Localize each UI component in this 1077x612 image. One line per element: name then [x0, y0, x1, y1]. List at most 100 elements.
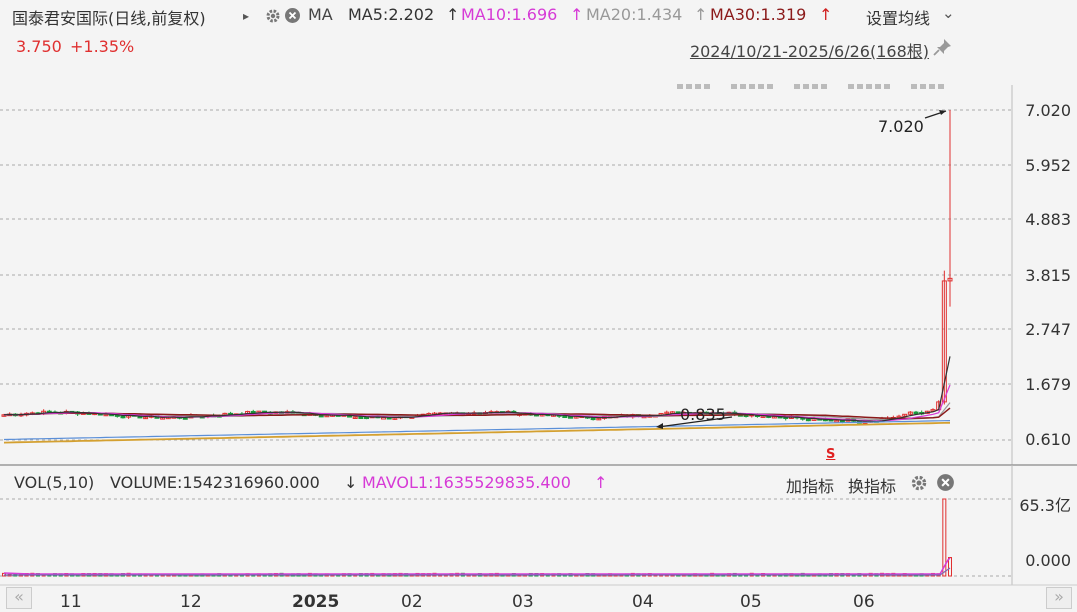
current-price: 3.750: [16, 37, 62, 56]
volume-arrow-icon: ↓: [344, 473, 358, 492]
gear-icon[interactable]: [264, 7, 282, 25]
ma10-value: MA10:1.696: [461, 5, 558, 24]
event-marker: [875, 84, 881, 89]
price-axis-label: 5.952: [1025, 156, 1071, 175]
price-axis-label: 2.747: [1025, 320, 1071, 339]
x-axis-label: 05: [740, 592, 762, 612]
close-icon[interactable]: [936, 473, 955, 492]
ma20-value: MA20:1.434: [586, 5, 683, 24]
event-marker: [821, 84, 827, 89]
low-arrowhead: [656, 423, 663, 429]
long-ma-line-gold: [3, 421, 951, 444]
candle-body: [352, 416, 358, 419]
event-marker: [929, 84, 935, 89]
event-marker: [938, 84, 944, 89]
ma30-value: MA30:1.319: [710, 5, 807, 24]
event-marker: [812, 84, 818, 89]
price-axis-label: 7.020: [1025, 101, 1071, 120]
candle-body: [562, 415, 568, 419]
ma30-line: [3, 407, 951, 420]
ma5-line: [3, 356, 951, 423]
event-marker: [911, 84, 917, 89]
event-marker: [731, 84, 737, 89]
event-marker: [695, 84, 701, 89]
event-marker: [686, 84, 692, 89]
candle-body: [902, 413, 908, 417]
high-arrowhead: [939, 110, 946, 115]
x-axis-label: 2025: [292, 592, 340, 612]
candle-body: [358, 416, 364, 419]
play-icon[interactable]: ▸: [243, 9, 250, 23]
low-price-annotation: 0.835: [680, 405, 726, 424]
x-axis-label: 03: [512, 592, 534, 612]
candle-body: [947, 277, 953, 282]
arrow-left-icon[interactable]: «: [6, 587, 32, 609]
candle-body: [318, 414, 324, 418]
x-axis-label: 11: [60, 592, 82, 612]
chevron-down-icon[interactable]: ⌄: [942, 4, 955, 22]
ma20-arrow-icon: ↑: [694, 5, 708, 24]
price-axis-label: 1.679: [1025, 375, 1071, 394]
ma-settings-button[interactable]: 设置均线: [866, 9, 931, 28]
candle-body: [913, 411, 919, 415]
gear-icon[interactable]: [909, 473, 929, 493]
candle-body: [567, 416, 573, 419]
add-indicator-button[interactable]: 加指标: [786, 477, 835, 496]
long-ma-line-blue: [3, 420, 951, 441]
candle-body: [143, 416, 149, 420]
volume-indicator-label[interactable]: VOL(5,10): [14, 473, 95, 492]
volume-axis-max: 65.3亿: [1019, 496, 1071, 515]
x-axis-label: 12: [180, 592, 202, 612]
price-axis-label: 4.883: [1025, 210, 1071, 229]
candle-body: [907, 411, 913, 415]
ma-label[interactable]: MA: [308, 5, 333, 24]
change-percent: +1.35%: [70, 37, 135, 56]
x-axis-label: 06: [853, 592, 875, 612]
ma5-value: MA5:2.202: [348, 5, 435, 24]
event-marker: [794, 84, 800, 89]
candle-body: [834, 419, 840, 423]
event-marker: [857, 84, 863, 89]
arrow-right-icon[interactable]: »: [1046, 587, 1072, 609]
mavol-line: [3, 557, 951, 575]
event-marker: [740, 84, 746, 89]
candle-body: [590, 417, 596, 421]
date-range[interactable]: 2024/10/21-2025/6/26(168根): [689, 42, 929, 61]
stock-title[interactable]: 国泰君安国际(日线,前复权): [12, 9, 206, 28]
event-marker: [848, 84, 854, 89]
event-marker: [920, 84, 926, 89]
switch-indicator-button[interactable]: 换指标: [848, 477, 897, 496]
event-marker: [767, 84, 773, 89]
volume-bar: [942, 498, 947, 577]
event-marker: [866, 84, 872, 89]
candle-body: [120, 415, 126, 419]
low-arrow: [657, 416, 733, 428]
close-icon[interactable]: [284, 7, 301, 24]
mavol2-line: [4, 567, 951, 576]
event-marker: [704, 84, 710, 89]
candle-body: [596, 417, 602, 421]
volume-value: VOLUME:1542316960.000: [110, 473, 320, 492]
mavol-arrow-icon: ↑: [594, 473, 608, 492]
volume-axis-zero: 0.000: [1025, 551, 1071, 570]
x-axis-label: 02: [401, 592, 423, 612]
candle-body: [664, 411, 670, 415]
ma30-arrow-icon: ↑: [819, 5, 833, 24]
event-marker: [758, 84, 764, 89]
pin-icon[interactable]: [933, 38, 953, 56]
candle-body: [1, 414, 7, 417]
sell-signal-marker[interactable]: S: [826, 447, 836, 462]
event-marker: [803, 84, 809, 89]
mavol-value: MAVOL1:1635529835.400: [362, 473, 571, 492]
price-axis-label: 3.815: [1025, 266, 1071, 285]
volume-bar: [948, 557, 952, 577]
price-axis-label: 0.610: [1025, 430, 1071, 449]
event-marker: [677, 84, 683, 89]
ma5-arrow-icon: ↑: [446, 5, 460, 24]
ma10-arrow-icon: ↑: [570, 5, 584, 24]
event-marker: [749, 84, 755, 89]
candle-body: [805, 418, 811, 422]
high-price-annotation: 7.020: [878, 117, 924, 136]
candle-body: [941, 280, 947, 403]
